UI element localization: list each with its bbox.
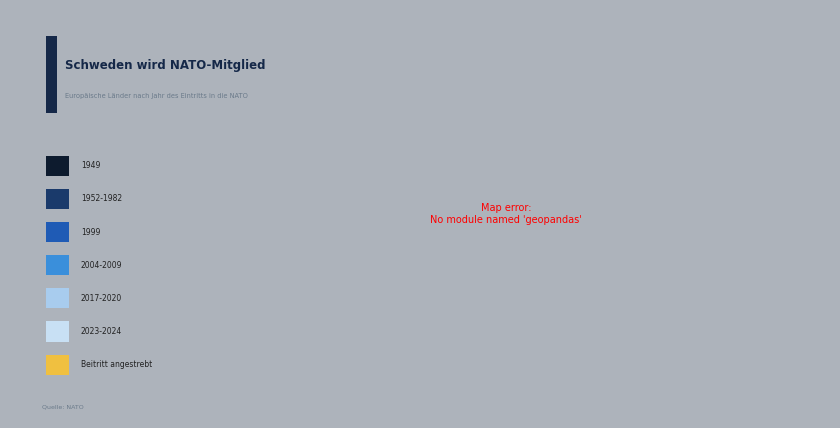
Text: Map error:
No module named 'geopandas': Map error: No module named 'geopandas' — [430, 203, 582, 225]
Bar — [46, 156, 69, 176]
Bar — [46, 288, 69, 308]
Text: Europäische Länder nach Jahr des Eintritts in die NATO: Europäische Länder nach Jahr des Eintrit… — [66, 93, 249, 99]
Text: 2017-2020: 2017-2020 — [81, 294, 122, 303]
Bar — [46, 321, 69, 342]
Bar — [46, 255, 69, 275]
Text: Beitritt angestrebt: Beitritt angestrebt — [81, 360, 152, 369]
Text: 1999: 1999 — [81, 228, 100, 237]
Text: 2023-2024: 2023-2024 — [81, 327, 122, 336]
Text: 2004-2009: 2004-2009 — [81, 261, 123, 270]
Text: 1952-1982: 1952-1982 — [81, 194, 122, 203]
Text: Schweden wird NATO-Mitglied: Schweden wird NATO-Mitglied — [66, 59, 266, 72]
Text: 1949: 1949 — [81, 161, 100, 170]
Bar — [46, 189, 69, 209]
Bar — [46, 354, 69, 374]
Bar — [46, 222, 69, 242]
Text: Quelle: NATO: Quelle: NATO — [42, 404, 84, 409]
Bar — [46, 36, 57, 113]
